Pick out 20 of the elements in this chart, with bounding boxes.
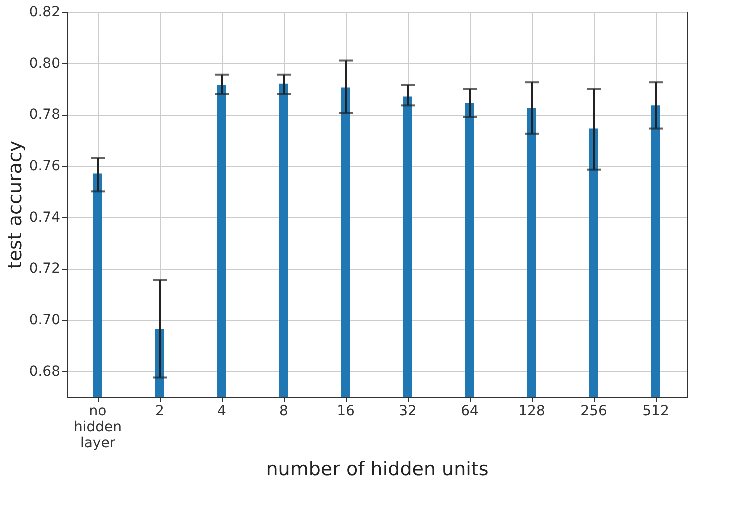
y-tick-label: 0.82 <box>29 4 60 20</box>
x-tick-label: no hidden layer <box>74 404 122 452</box>
x-tick-label: 64 <box>461 404 479 420</box>
y-tick-label: 0.72 <box>29 261 60 278</box>
y-tick-label: 0.74 <box>29 210 61 226</box>
x-tick-label: 512 <box>642 404 670 420</box>
y-tick-label: 0.76 <box>29 158 61 174</box>
x-tick-label: 4 <box>218 404 227 420</box>
x-tick-label: 2 <box>156 404 164 420</box>
y-tick-label: 0.80 <box>29 56 60 72</box>
y-tick-label: 0.70 <box>29 312 60 328</box>
x-tick-label: 32 <box>399 404 417 420</box>
y-tick-label: 0.68 <box>29 364 60 380</box>
x-axis-title: number of hidden units <box>266 458 489 480</box>
y-axis-title: test accuracy <box>4 140 26 270</box>
x-tick-label: 128 <box>518 404 546 420</box>
x-tick-label: 16 <box>337 404 355 420</box>
x-tick-label: 256 <box>580 404 608 420</box>
x-tick-label: 8 <box>280 404 288 420</box>
y-tick-label: 0.78 <box>29 107 60 124</box>
